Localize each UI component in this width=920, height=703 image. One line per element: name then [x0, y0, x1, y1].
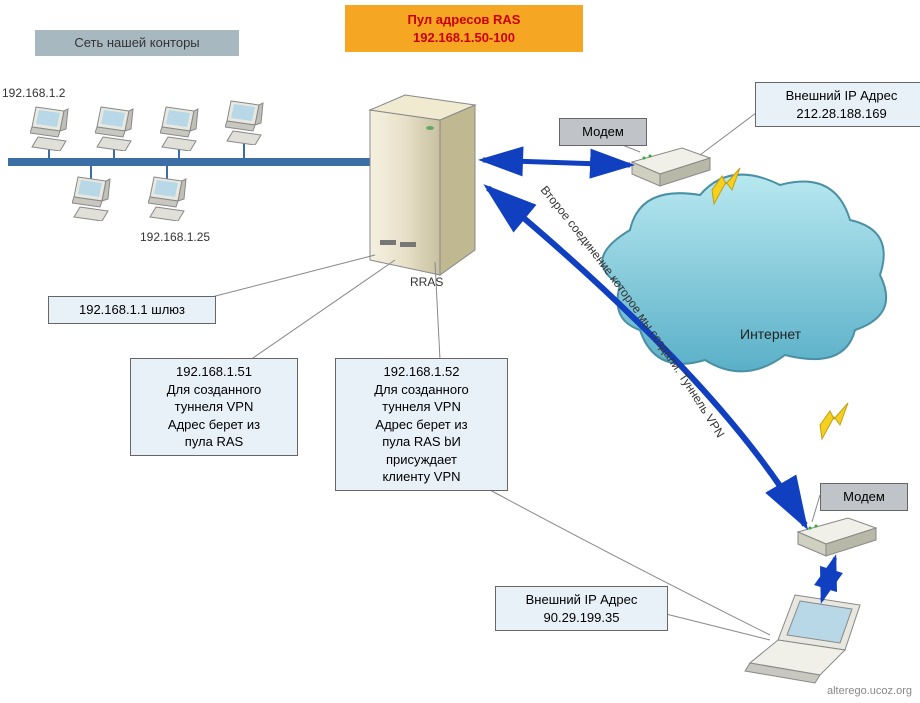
gateway-label: 192.168.1.1 шлюз: [48, 296, 216, 324]
internet-label: Интернет: [740, 326, 801, 342]
computer-icon: [30, 105, 74, 156]
computer-icon: [148, 175, 192, 226]
modem2-label: Модем: [820, 483, 908, 511]
ip2-label: 192.168.1.2: [2, 86, 65, 100]
laptop: [745, 595, 860, 683]
lightning-icon: [820, 403, 848, 439]
computer-icon: [225, 99, 269, 150]
footer-credit: alterego.ucoz.org: [827, 685, 912, 697]
computer-icon: [72, 175, 116, 226]
lan-title-label: Сеть нашей конторы: [35, 30, 239, 56]
arrow-modem-laptop: [822, 558, 835, 600]
computer-icon: [160, 105, 204, 156]
modem-top: [632, 148, 710, 186]
server-rras: [370, 95, 475, 275]
computer-icon: [95, 105, 139, 156]
ras-pool-label: Пул адресов RAS192.168.1.50-100: [345, 5, 583, 52]
ext-ip-top-label: Внешний IP Адрес212.28.188.169: [755, 82, 920, 127]
ext-ip-bot-label: Внешний IP Адрес90.29.199.35: [495, 586, 668, 631]
arrow-server-modem: [483, 160, 630, 165]
vpn2-label: 192.168.1.52Для созданноготуннеля VPNАдр…: [335, 358, 508, 491]
vpn1-label: 192.168.1.51Для созданноготуннеля VPNАдр…: [130, 358, 298, 456]
ip25-label: 192.168.1.25: [140, 230, 210, 244]
rras-label: RRAS: [410, 275, 443, 289]
modem-bottom: [798, 518, 876, 556]
modem1-label: Модем: [559, 118, 647, 146]
